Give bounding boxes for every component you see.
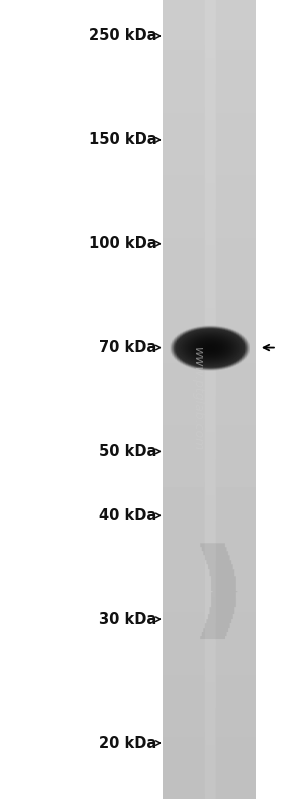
Text: 40 kDa: 40 kDa — [99, 508, 157, 523]
Text: 150 kDa: 150 kDa — [89, 133, 157, 147]
Text: 70 kDa: 70 kDa — [99, 340, 157, 355]
Text: 250 kDa: 250 kDa — [89, 29, 157, 43]
Text: 100 kDa: 100 kDa — [89, 237, 157, 251]
Text: www.ptglab.com: www.ptglab.com — [191, 348, 204, 451]
Text: 20 kDa: 20 kDa — [99, 736, 157, 750]
Text: 30 kDa: 30 kDa — [99, 612, 157, 626]
Text: 50 kDa: 50 kDa — [99, 444, 157, 459]
